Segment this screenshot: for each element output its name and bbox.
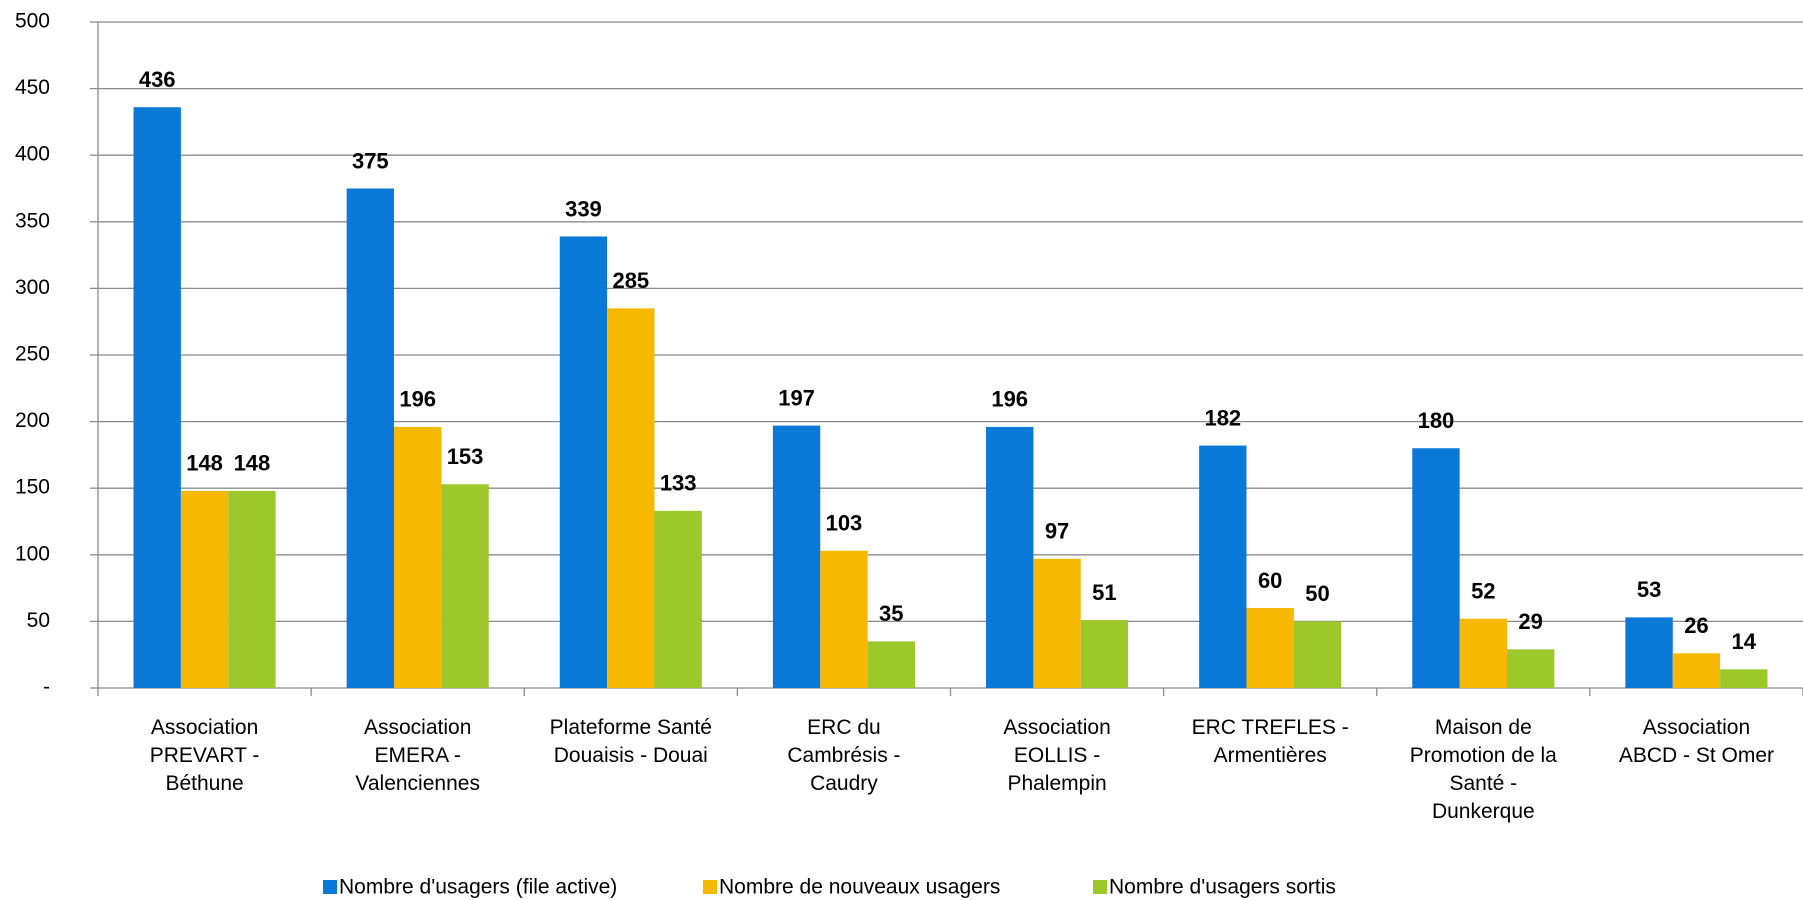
- value-label: 153: [447, 444, 484, 469]
- y-tick-label: 500: [15, 10, 50, 33]
- value-label: 103: [826, 511, 863, 536]
- bar: [1033, 558, 1081, 688]
- bar: [1459, 618, 1507, 688]
- value-label: 133: [660, 471, 697, 496]
- legend-label: Nombre d'usagers sortis: [1109, 876, 1336, 899]
- value-label: 285: [612, 268, 649, 293]
- value-label: 197: [778, 385, 815, 410]
- value-label: 51: [1092, 580, 1116, 605]
- value-label: 196: [399, 387, 436, 412]
- value-label: 14: [1732, 629, 1757, 654]
- y-tick-label: 200: [15, 409, 50, 432]
- bar: [867, 641, 915, 688]
- value-label: 339: [565, 196, 602, 221]
- bar: [133, 107, 181, 689]
- y-tick-label: 50: [27, 609, 50, 632]
- value-label: 97: [1045, 519, 1069, 544]
- x-tick-label: ERC TREFLES -Armentières: [1192, 716, 1349, 767]
- value-label: 50: [1305, 581, 1329, 606]
- value-label: 182: [1204, 405, 1241, 430]
- legend-swatch: [703, 880, 717, 894]
- bar: [986, 426, 1034, 688]
- bar: [772, 425, 821, 688]
- y-tick-label: 450: [15, 76, 50, 99]
- legend-label: Nombre d'usagers (file active): [339, 876, 617, 899]
- value-label: 35: [879, 601, 903, 626]
- bar: [1720, 669, 1768, 688]
- legend: Nombre d'usagers (file active) Nombre de …: [323, 876, 1336, 899]
- bar: [180, 490, 229, 688]
- bar: [1672, 653, 1721, 688]
- y-tick-label: 100: [15, 542, 50, 565]
- bar: [1246, 608, 1294, 688]
- bar: [441, 484, 489, 688]
- bar: [346, 188, 395, 688]
- y-tick-label: 400: [15, 143, 50, 166]
- value-label: 52: [1471, 579, 1495, 604]
- legend-swatch: [1093, 880, 1107, 894]
- x-tick-label: ERC du Cambrésis -Caudry: [787, 716, 900, 795]
- x-tick-label: Association ABCD - St Omer: [1619, 716, 1774, 767]
- x-tick-label: Association PREVART -Béthune: [150, 716, 260, 795]
- bar: [228, 490, 276, 688]
- value-label: 53: [1637, 577, 1661, 602]
- x-tick-label: Association EOLLIS -Phalempin: [1003, 716, 1110, 795]
- value-label: 29: [1518, 609, 1542, 634]
- value-label: 26: [1684, 613, 1708, 638]
- value-label: 180: [1418, 408, 1455, 433]
- y-tick-label: 250: [15, 343, 50, 366]
- bar: [1412, 448, 1460, 688]
- bar: [607, 308, 655, 688]
- value-label: 148: [234, 451, 271, 476]
- bar: [654, 510, 702, 688]
- y-tick-label: -: [43, 676, 50, 699]
- bar: [1506, 649, 1555, 688]
- legend-swatch: [323, 880, 337, 894]
- value-label: 375: [352, 148, 389, 173]
- y-tick-label: 150: [15, 476, 50, 499]
- bar: [820, 550, 868, 688]
- value-label: 60: [1258, 568, 1282, 593]
- bar: [1080, 620, 1129, 688]
- bar: [559, 236, 608, 688]
- bar: [1199, 445, 1247, 688]
- y-tick-label: 300: [15, 276, 50, 299]
- x-tick-label: Maison de Promotion de la Santé -Dunkerque: [1410, 716, 1557, 823]
- bar: [1625, 617, 1673, 688]
- x-tick-label: Association EMERA -Valenciennes: [355, 716, 480, 795]
- bar: [1293, 621, 1342, 688]
- value-label: 196: [991, 387, 1028, 412]
- y-tick-label: 350: [15, 209, 50, 232]
- value-label: 148: [186, 451, 223, 476]
- legend-label: Nombre de nouveaux usagers: [719, 876, 1000, 899]
- value-label: 436: [139, 67, 176, 92]
- bar: [394, 426, 442, 688]
- x-tick-label: Plateforme Santé Douaisis - Douai: [550, 716, 712, 767]
